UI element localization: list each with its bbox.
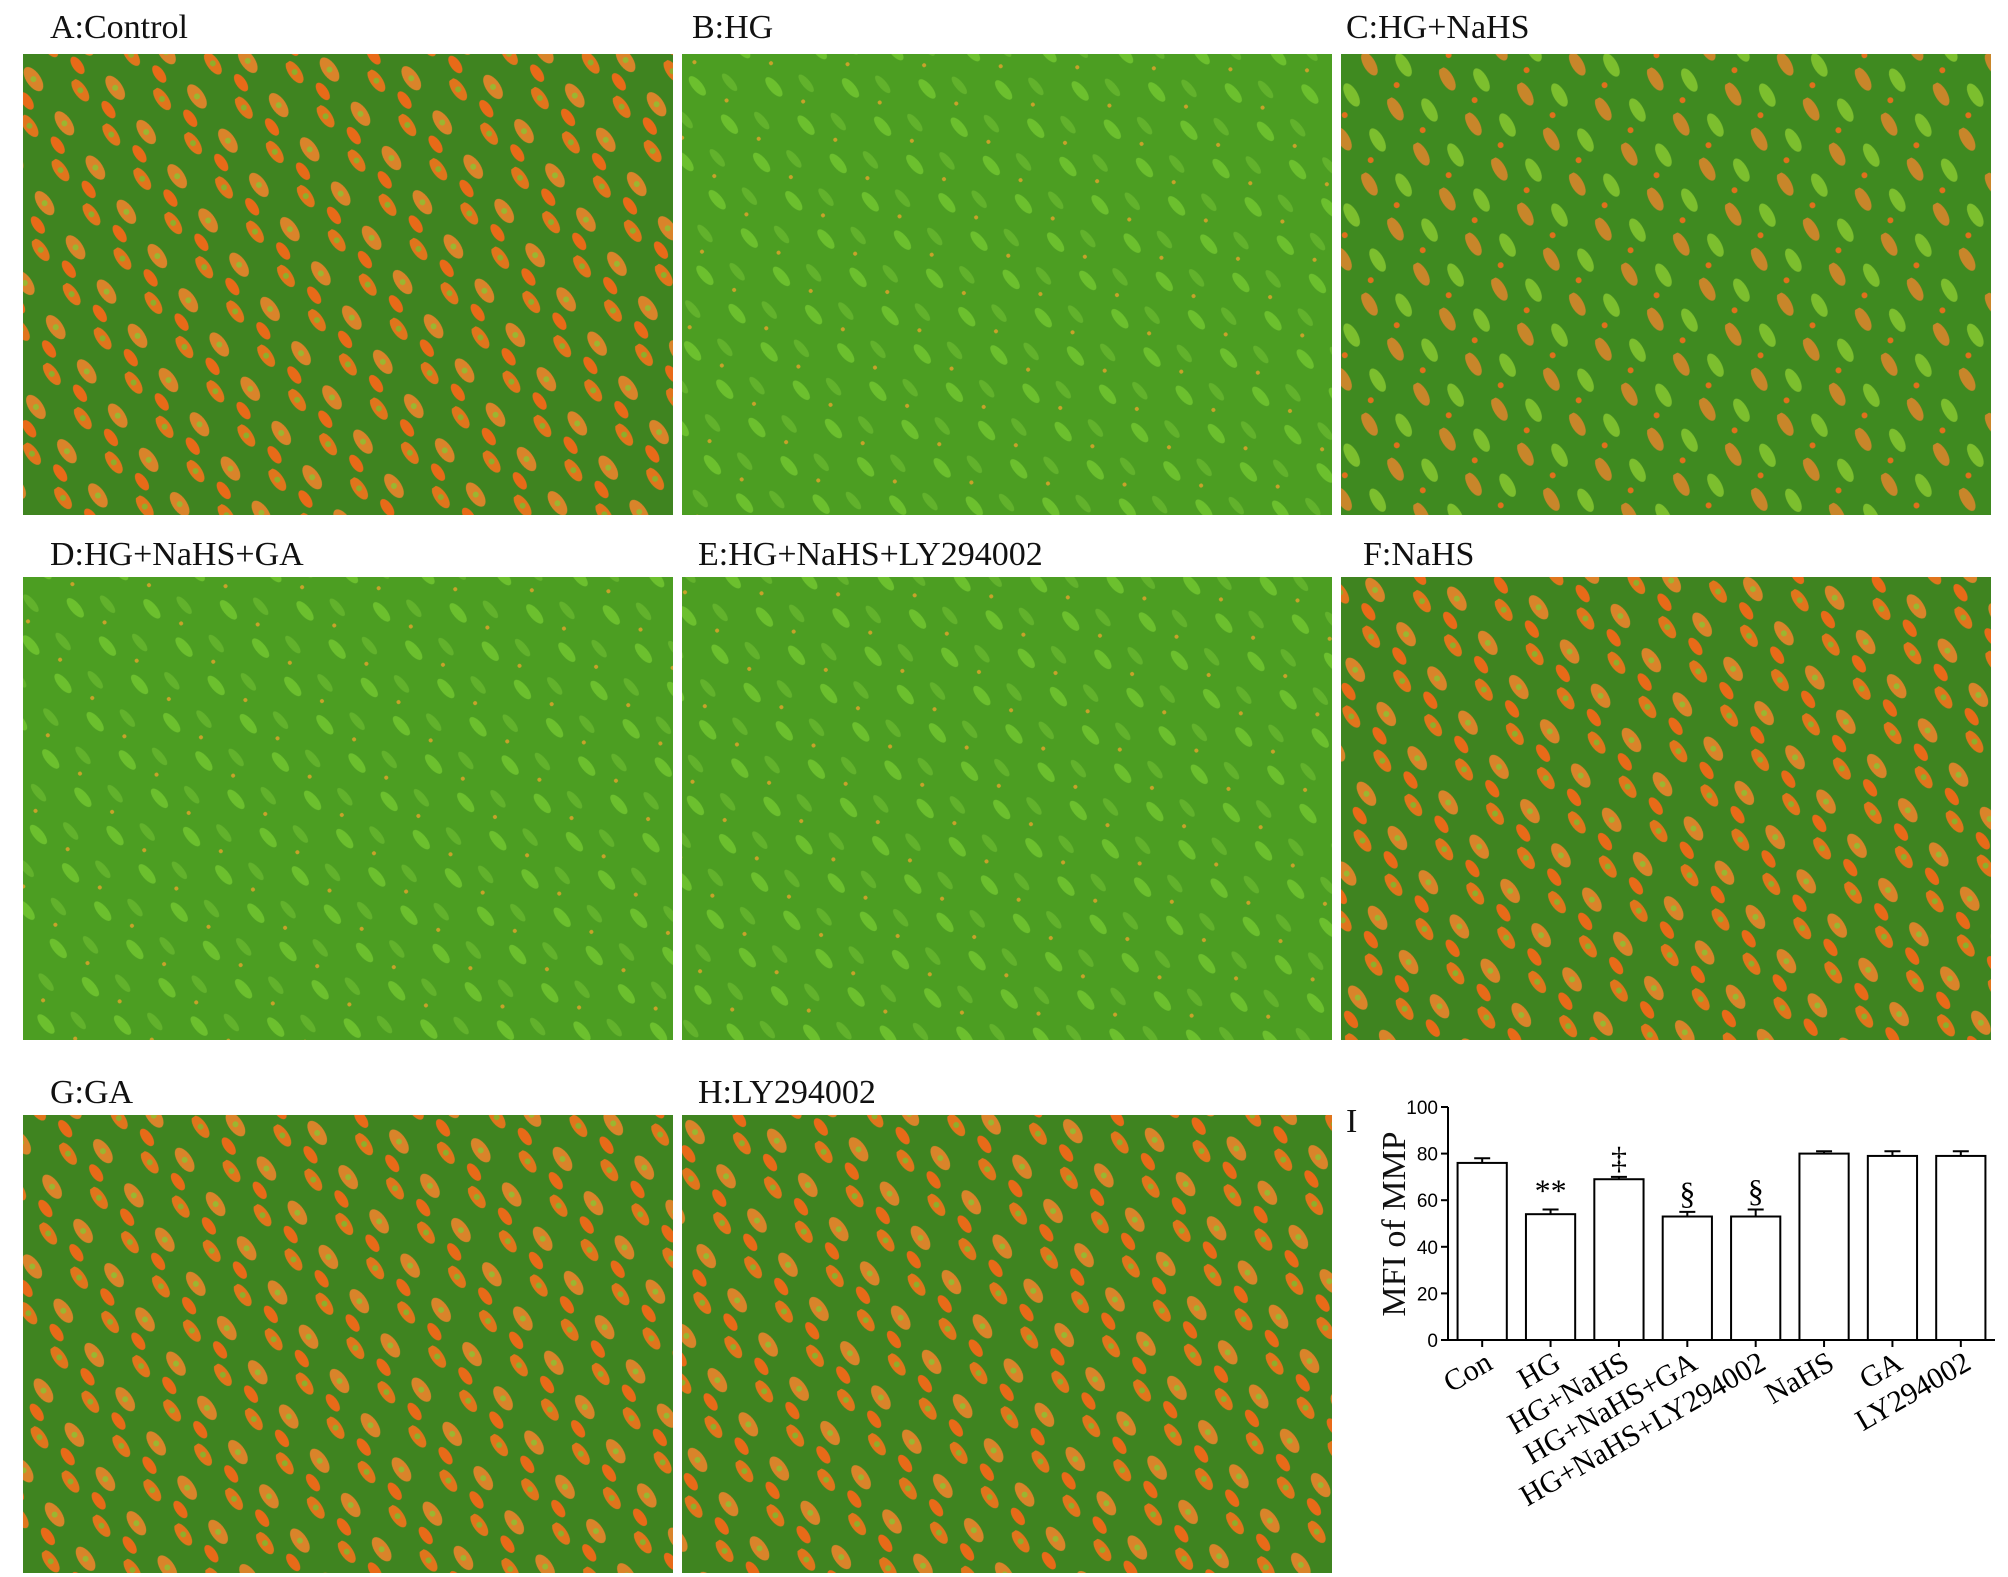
y-tick-label: 20 — [1417, 1284, 1438, 1305]
panel-label: G:GA — [50, 1074, 134, 1111]
y-tick-label: 80 — [1417, 1145, 1438, 1166]
micrograph — [682, 577, 1332, 1040]
micrograph — [23, 1115, 673, 1573]
micrograph — [23, 577, 673, 1040]
significance-mark: ** — [1535, 1173, 1567, 1209]
x-tick-label: NaHS — [1760, 1345, 1840, 1410]
y-tick-label: 0 — [1427, 1331, 1438, 1352]
y-axis-label: MFI of MMP — [1376, 1131, 1413, 1316]
significance-mark: ‡ — [1611, 1140, 1627, 1176]
error-bar — [1952, 1150, 1969, 1156]
panel-label: C:HG+NaHS — [1346, 9, 1530, 46]
error-bar — [1747, 1208, 1764, 1217]
significance-mark: § — [1748, 1173, 1764, 1209]
bar — [1661, 1215, 1713, 1342]
bar — [1798, 1152, 1850, 1341]
bar — [1935, 1154, 1987, 1342]
panel-label: H:LY294002 — [698, 1074, 876, 1111]
bar — [1730, 1215, 1782, 1342]
microscopy-panels: A:Control B:HG C:HG+NaHS D:HG+NaHS+GA E:… — [23, 9, 1991, 1573]
panel-label: E:HG+NaHS+LY294002 — [698, 536, 1043, 573]
y-tick-label: 60 — [1417, 1191, 1438, 1212]
panel-label: B:HG — [692, 9, 773, 46]
micrograph — [682, 54, 1332, 515]
x-tick-label: Con — [1438, 1345, 1498, 1399]
error-bar — [1542, 1208, 1559, 1215]
error-bar — [1474, 1157, 1491, 1163]
error-bar — [1679, 1210, 1696, 1217]
bar — [1456, 1161, 1508, 1342]
significance-mark: § — [1679, 1175, 1695, 1211]
bar — [1524, 1213, 1577, 1342]
panel-label: A:Control — [50, 9, 188, 46]
panel-label: I — [1346, 1103, 1357, 1140]
micrograph — [23, 54, 673, 515]
bar — [1593, 1178, 1645, 1341]
micrograph — [1341, 54, 1991, 515]
micrograph — [682, 1115, 1332, 1573]
bar — [1866, 1154, 1919, 1342]
micrograph — [1341, 577, 1991, 1040]
panel-label: F:NaHS — [1363, 536, 1474, 573]
error-bar — [1610, 1175, 1627, 1180]
error-bar — [1816, 1150, 1833, 1154]
y-tick-label: 100 — [1406, 1098, 1438, 1119]
panel-label: D:HG+NaHS+GA — [50, 536, 304, 573]
error-bar — [1884, 1150, 1901, 1156]
y-tick-label: 40 — [1417, 1238, 1438, 1259]
